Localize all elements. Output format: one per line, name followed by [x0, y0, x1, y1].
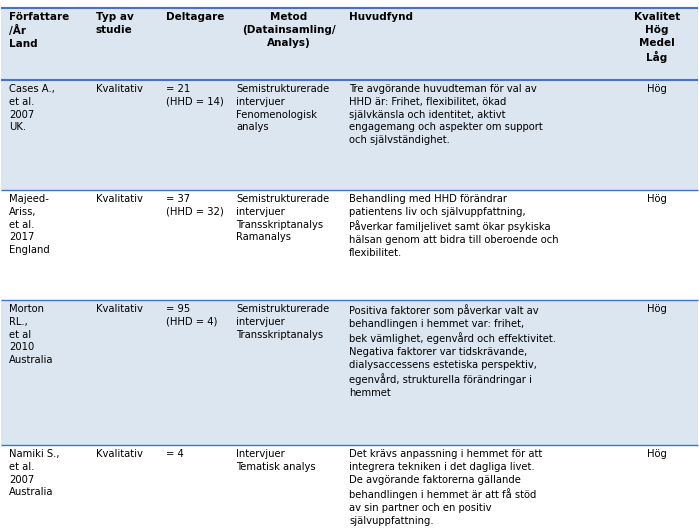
- Bar: [1, 80, 698, 190]
- Bar: [1, 445, 698, 532]
- Text: Hög: Hög: [647, 84, 667, 94]
- Text: Kvalitativ: Kvalitativ: [96, 194, 143, 204]
- Text: Semistrukturerade
intervjuer
Fenomenologisk
analys: Semistrukturerade intervjuer Fenomenolog…: [236, 84, 329, 132]
- Text: Cases A.,
et al.
2007
UK.: Cases A., et al. 2007 UK.: [9, 84, 55, 132]
- Text: Typ av
studie: Typ av studie: [96, 12, 134, 35]
- Text: Positiva faktorer som påverkar valt av
behandlingen i hemmet var: frihet,
bek vä: Positiva faktorer som påverkar valt av b…: [349, 304, 556, 398]
- Text: Behandling med HHD förändrar
patientens liv och självuppfattning,
Påverkar famil: Behandling med HHD förändrar patientens …: [349, 194, 559, 258]
- Bar: [1, 8, 698, 80]
- Text: = 4: = 4: [166, 449, 184, 459]
- Text: Kvalitativ: Kvalitativ: [96, 84, 143, 94]
- Text: Semistrukturerade
intervjuer
Transskriptanalys: Semistrukturerade intervjuer Transskript…: [236, 304, 329, 339]
- Text: Hög: Hög: [647, 304, 667, 314]
- Text: = 95
(HHD = 4): = 95 (HHD = 4): [166, 304, 217, 327]
- Text: = 37
(HHD = 32): = 37 (HHD = 32): [166, 194, 224, 217]
- Text: Majeed-
Ariss,
et al.
2017
England: Majeed- Ariss, et al. 2017 England: [9, 194, 50, 255]
- Text: Hög: Hög: [647, 194, 667, 204]
- Text: Författare
/År
Land: Författare /År Land: [9, 12, 69, 49]
- Text: Namiki S.,
et al.
2007
Australia: Namiki S., et al. 2007 Australia: [9, 449, 59, 497]
- Text: Kvalitativ: Kvalitativ: [96, 449, 143, 459]
- Text: Kvalitet
Hög
Medel
Låg: Kvalitet Hög Medel Låg: [634, 12, 680, 63]
- Text: Metod
(Datainsamling/
Analys): Metod (Datainsamling/ Analys): [242, 12, 336, 47]
- Text: Kvalitativ: Kvalitativ: [96, 304, 143, 314]
- Bar: [1, 300, 698, 445]
- Text: = 21
(HHD = 14): = 21 (HHD = 14): [166, 84, 224, 107]
- Text: Det krävs anpassning i hemmet för att
integrera tekniken i det dagliga livet.
De: Det krävs anpassning i hemmet för att in…: [349, 449, 542, 526]
- Text: Tre avgörande huvudteman för val av
HHD är: Frihet, flexibilitet, ökad
självkäns: Tre avgörande huvudteman för val av HHD …: [349, 84, 542, 145]
- Text: Deltagare: Deltagare: [166, 12, 224, 22]
- Text: Semistrukturerade
intervjuer
Transskriptanalys
Ramanalys: Semistrukturerade intervjuer Transskript…: [236, 194, 329, 243]
- Bar: [1, 190, 698, 300]
- Text: Morton
RL.,
et al
2010
Australia: Morton RL., et al 2010 Australia: [9, 304, 54, 365]
- Text: Huvudfynd: Huvudfynd: [349, 12, 413, 22]
- Text: Intervjuer
Tematisk analys: Intervjuer Tematisk analys: [236, 449, 316, 472]
- Text: Hög: Hög: [647, 449, 667, 459]
